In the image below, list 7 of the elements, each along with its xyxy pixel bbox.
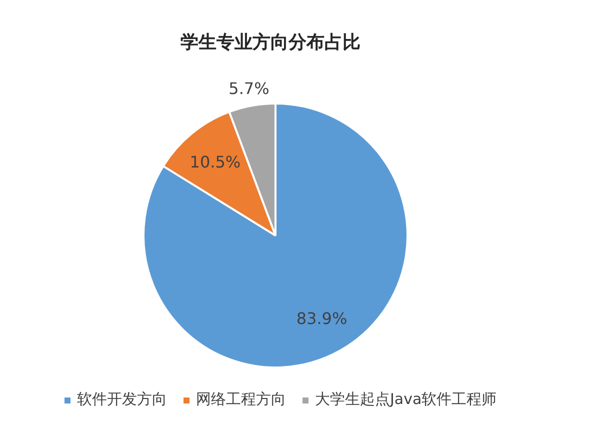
legend-label: 网络工程方向 bbox=[196, 390, 286, 409]
legend-label: 大学生起点Java软件工程师 bbox=[315, 390, 497, 409]
chart-title: 学生专业方向分布占比 bbox=[180, 32, 360, 53]
data-label: 10.5% bbox=[190, 152, 241, 172]
data-label: 83.9% bbox=[296, 309, 348, 328]
legend-label: 软件开发方向 bbox=[77, 390, 167, 409]
data-label: 5.7% bbox=[228, 79, 270, 98]
